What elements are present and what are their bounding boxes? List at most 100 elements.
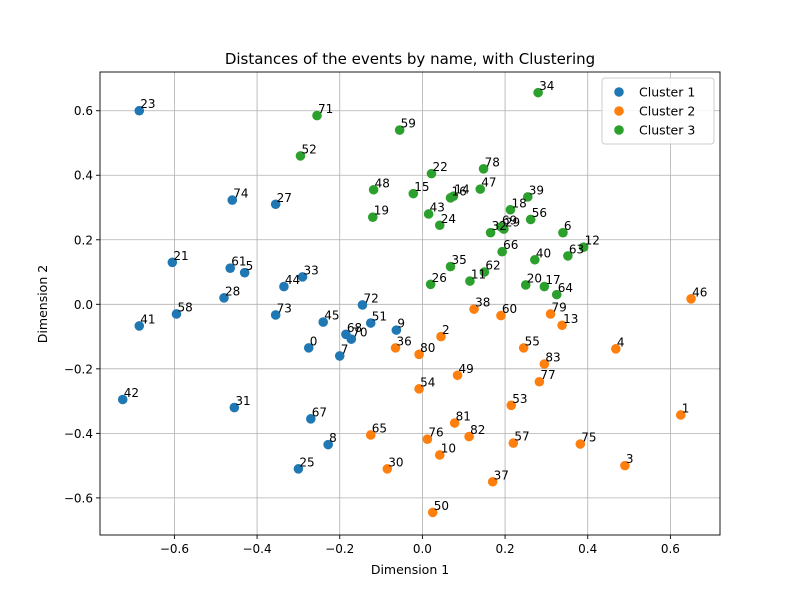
- legend-marker: [614, 106, 624, 116]
- point-label-8: 8: [329, 431, 337, 445]
- point-label-80: 80: [420, 341, 435, 355]
- data-points: [117, 87, 696, 518]
- data-point-33: [297, 272, 308, 282]
- legend-marker: [614, 87, 624, 97]
- point-label-9: 9: [397, 317, 405, 331]
- point-label-3: 3: [626, 452, 634, 466]
- point-label-66: 66: [503, 238, 518, 252]
- point-label-62: 62: [485, 259, 500, 273]
- data-point-28: [219, 293, 229, 303]
- point-label-37: 37: [494, 468, 509, 482]
- point-label-48: 48: [375, 176, 390, 190]
- data-point-74: [227, 195, 238, 205]
- y-tick-label: −0.2: [64, 362, 93, 376]
- data-point-75: [575, 439, 586, 449]
- data-point-25: [293, 464, 304, 474]
- x-tick-label: 0.0: [413, 542, 432, 556]
- point-label-38: 38: [475, 296, 490, 310]
- data-point-22: [426, 168, 437, 179]
- legend-entry: Cluster 3: [639, 123, 695, 138]
- data-point-6: [558, 227, 568, 238]
- point-label-81: 81: [456, 410, 471, 424]
- point-label-43: 43: [430, 200, 445, 214]
- point-label-33: 33: [304, 263, 319, 277]
- data-point-7: [334, 351, 345, 361]
- data-point-40: [530, 254, 540, 265]
- data-point-45: [318, 317, 329, 327]
- data-point-18: [505, 204, 516, 215]
- point-label-49: 49: [459, 362, 474, 376]
- chart-title: Distances of the events by name, with Cl…: [225, 50, 595, 68]
- point-label-39: 39: [529, 183, 544, 197]
- legend-box: [601, 77, 715, 145]
- point-label-16: 16: [452, 184, 467, 198]
- data-point-32: [485, 227, 496, 238]
- point-label-1: 1: [682, 401, 690, 415]
- data-point-31: [229, 402, 240, 413]
- data-point-17: [539, 281, 550, 292]
- point-label-64: 64: [558, 281, 573, 295]
- point-label-44: 44: [285, 273, 300, 287]
- data-point-42: [117, 394, 128, 405]
- legend-entry: Cluster 2: [639, 104, 695, 119]
- x-tick-label: −0.4: [242, 542, 271, 556]
- data-point-23: [134, 105, 145, 116]
- point-label-57: 57: [514, 430, 529, 444]
- axes: −0.6 −0.4 −0.2 0.0 0.2 0.4 0.6 −0.6 −0.4 −0.2 0.0 0…: [64, 71, 721, 556]
- point-label-77: 77: [540, 368, 555, 382]
- point-label-61: 61: [231, 255, 246, 269]
- data-point-59: [394, 125, 405, 135]
- point-label-22: 22: [432, 160, 447, 174]
- point-label-32: 32: [492, 219, 507, 233]
- data-point-49: [452, 370, 463, 381]
- y-tick-label: 0.0: [74, 298, 93, 312]
- point-label-30: 30: [388, 455, 403, 469]
- point-label-4: 4: [617, 335, 625, 349]
- point-label-58: 58: [177, 300, 192, 314]
- data-point-19: [368, 212, 378, 222]
- point-label-34: 34: [539, 79, 554, 93]
- data-point-65: [365, 430, 376, 440]
- point-label-63: 63: [569, 242, 584, 256]
- point-label-67: 67: [312, 405, 327, 419]
- data-point-67: [306, 414, 316, 424]
- data-point-41: [134, 321, 145, 331]
- x-tick-label: 0.4: [578, 542, 597, 556]
- point-label-76: 76: [428, 426, 443, 440]
- point-label-83: 83: [545, 350, 560, 364]
- point-label-0: 0: [310, 334, 318, 348]
- data-point-61: [225, 263, 235, 273]
- point-label-50: 50: [434, 499, 449, 513]
- data-point-1: [675, 410, 686, 420]
- point-label-82: 82: [470, 423, 485, 437]
- data-point-30: [382, 464, 393, 474]
- legend-marker: [614, 125, 624, 135]
- data-point-66: [497, 246, 507, 257]
- point-label-51: 51: [372, 310, 387, 324]
- data-point-0: [303, 343, 314, 353]
- data-point-82: [464, 431, 474, 442]
- data-point-52: [295, 151, 306, 161]
- data-point-57: [508, 438, 519, 448]
- data-point-47: [475, 184, 486, 194]
- data-point-35: [445, 261, 456, 272]
- data-point-43: [423, 209, 434, 219]
- legend: Cluster 1 Cluster 2 Cluster 3: [601, 77, 715, 145]
- data-point-73: [270, 310, 281, 320]
- point-label-42: 42: [124, 386, 139, 400]
- data-point-77: [534, 376, 545, 387]
- point-label-79: 79: [552, 300, 567, 314]
- data-point-83: [539, 359, 550, 369]
- point-label-27: 27: [277, 191, 292, 205]
- data-point-69: [496, 222, 506, 232]
- data-point-70: [346, 334, 357, 344]
- point-label-35: 35: [452, 253, 467, 267]
- point-label-52: 52: [301, 142, 316, 156]
- data-point-72: [357, 300, 368, 310]
- point-label-78: 78: [485, 155, 500, 169]
- data-point-62: [479, 267, 490, 277]
- x-tick-label: 0.6: [661, 542, 680, 556]
- point-label-40: 40: [536, 246, 551, 260]
